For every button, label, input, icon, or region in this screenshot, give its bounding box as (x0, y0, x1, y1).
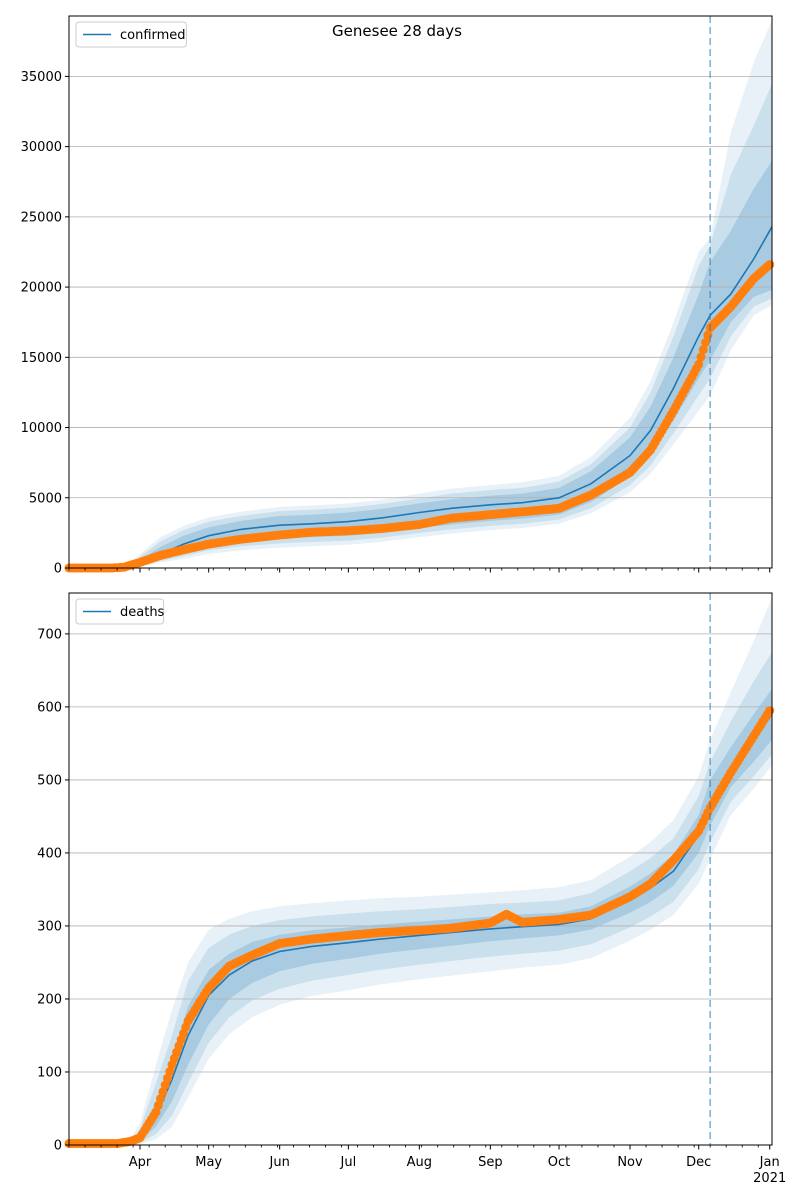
y-tick-label: 0 (54, 562, 62, 577)
observed-point (153, 1100, 163, 1110)
y-tick-label: 400 (37, 846, 62, 861)
deaths-axes-frame (68, 592, 773, 1146)
figure-title: Genesee 28 days (332, 22, 462, 40)
axes-frame (68, 592, 773, 1146)
y-tick-label: 600 (37, 700, 62, 715)
x-tick-label: Apr (129, 1155, 152, 1170)
deaths-panel: 0 100 200 300 400 500 600 700 Apr May Jun Jul Aug Se… (37, 592, 786, 1186)
x-tick-label: Oct (548, 1155, 570, 1170)
observed-point (158, 1087, 168, 1097)
confirmed-uncertainty-bands (69, 20, 772, 569)
uncertainty-band-3 (69, 597, 772, 1145)
y-tick-label: 5000 (29, 491, 62, 506)
y-tick-label: 200 (37, 992, 62, 1007)
y-tick-label: 0 (54, 1139, 62, 1154)
confirmed-x-axis (68, 568, 771, 573)
confirmed-observed-points (64, 260, 775, 573)
y-tick-label: 700 (37, 627, 62, 642)
confirmed-y-axis: 0 5000 10000 15000 20000 25000 30000 35000 (21, 70, 69, 577)
observed-point (694, 359, 704, 369)
y-tick-label: 25000 (21, 210, 62, 225)
deaths-observed-points (64, 706, 775, 1148)
x-tick-label: Dec (686, 1155, 711, 1170)
x-year-label: 2021 (753, 1171, 786, 1186)
y-tick-label: 30000 (21, 140, 62, 155)
x-tick-label: Jun (269, 1155, 290, 1170)
legend-label: deaths (120, 605, 165, 620)
observed-point (765, 260, 775, 270)
y-tick-label: 35000 (21, 70, 62, 85)
x-tick-label: Jul (340, 1155, 357, 1170)
observed-point (698, 345, 708, 355)
observed-point (165, 1067, 175, 1076)
observed-point (160, 1080, 170, 1090)
confirmed-axes-frame (68, 15, 773, 569)
y-tick-label: 15000 (21, 351, 62, 366)
confirmed-gridlines (69, 75, 772, 569)
axes-frame (68, 15, 773, 569)
x-tick-label: Aug (407, 1155, 432, 1170)
legend-label: confirmed (120, 28, 186, 43)
legend-box (75, 598, 165, 625)
deaths-y-axis: 0 100 200 300 400 500 600 700 (37, 627, 69, 1154)
x-tick-label: Jan (759, 1155, 780, 1170)
y-tick-label: 20000 (21, 281, 62, 296)
observed-point (696, 352, 706, 362)
observed-point (701, 337, 711, 347)
observed-point (765, 706, 775, 716)
x-tick-label: Nov (617, 1155, 643, 1170)
y-tick-label: 500 (37, 773, 62, 788)
x-tick-label: May (195, 1155, 222, 1170)
y-tick-label: 100 (37, 1065, 62, 1080)
deaths-legend: deaths (75, 598, 165, 625)
x-tick-label: Sep (478, 1155, 503, 1170)
confirmed-panel: 0 5000 10000 15000 20000 25000 30000 35000 conf… (21, 15, 775, 577)
y-tick-label: 300 (37, 919, 62, 934)
observed-point (156, 1094, 166, 1104)
y-tick-label: 10000 (21, 421, 62, 436)
legend-box (75, 21, 187, 48)
uncertainty-band-3 (69, 20, 772, 568)
confirmed-legend: confirmed (75, 21, 187, 48)
